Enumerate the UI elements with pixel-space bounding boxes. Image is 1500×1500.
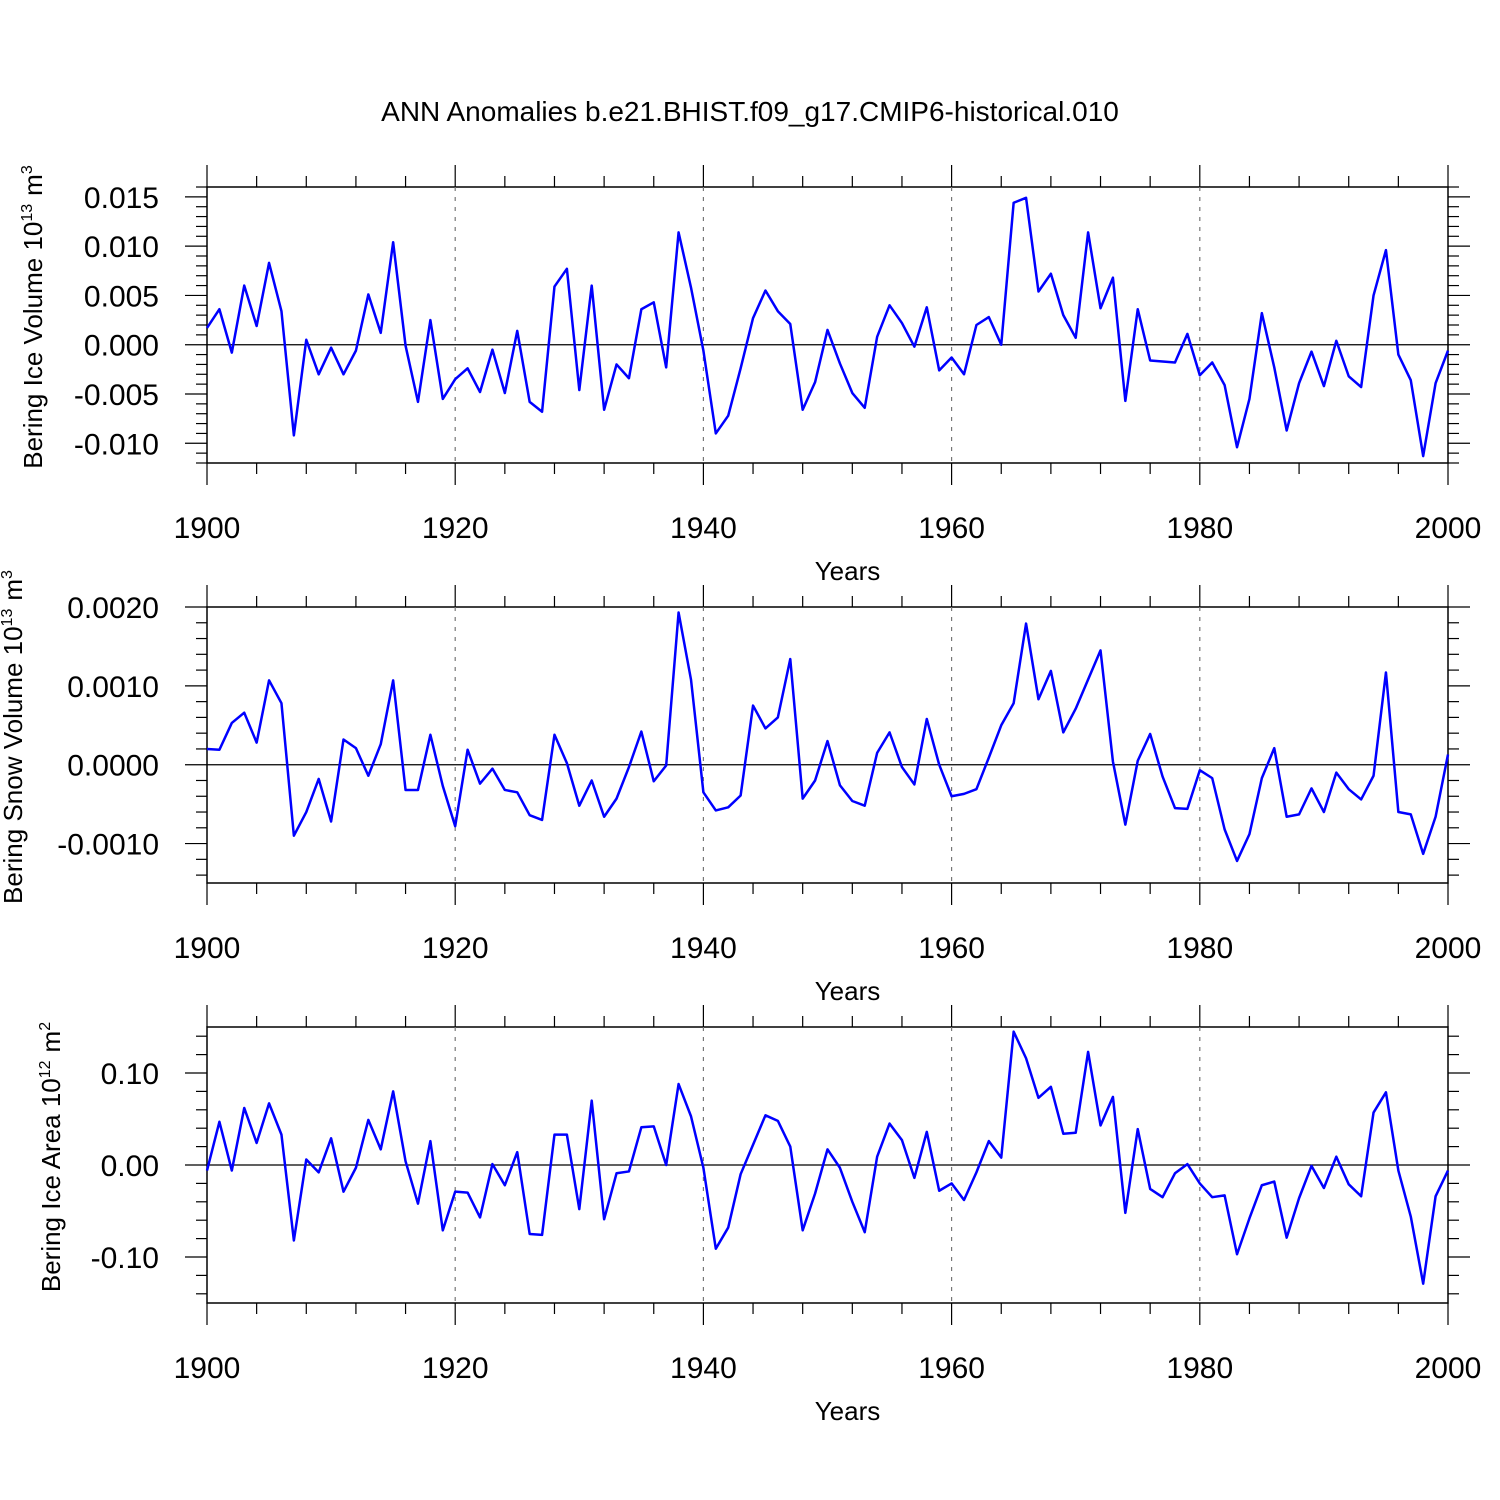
x-tick-label: 1960 bbox=[918, 1352, 985, 1385]
y-tick-label: 0.005 bbox=[84, 280, 159, 313]
y-tick-label: 0.10 bbox=[101, 1058, 159, 1091]
panel-1: -0.010 -0.005 0.000 0.005 0.010 0.015 1900 1920… bbox=[18, 165, 1481, 586]
x-tick-label: 1920 bbox=[422, 1352, 489, 1385]
y-tick-label: 0.000 bbox=[84, 330, 159, 363]
x-tick-label: 2000 bbox=[1415, 932, 1482, 965]
y-axis-title-part: 10 bbox=[0, 626, 28, 655]
x-tick-label: 1940 bbox=[670, 932, 737, 965]
y-tick-label: 0.0020 bbox=[67, 592, 159, 625]
x-axis-title: Years bbox=[815, 556, 881, 586]
x-tick-label: 2000 bbox=[1415, 1352, 1482, 1385]
y-axis-title: Bering Ice Volume 1013 m3 bbox=[18, 165, 48, 469]
y-tick-label: 0.010 bbox=[84, 231, 159, 264]
panel-2: -0.0010 0.0000 0.0010 0.0020 1900 1920 1940 196… bbox=[0, 570, 1481, 1006]
y-axis-title-part: 3 bbox=[0, 570, 16, 579]
y-tick-label: -0.10 bbox=[91, 1242, 159, 1275]
series-line bbox=[206, 611, 1450, 863]
y-axis-title-part: m bbox=[18, 174, 48, 196]
x-tick-label: 1900 bbox=[174, 932, 241, 965]
y-tick-label: 0.0010 bbox=[67, 671, 159, 704]
y-tick-label: -0.005 bbox=[74, 379, 159, 412]
x-axis-title: Years bbox=[815, 1396, 881, 1426]
series-line bbox=[205, 196, 1450, 458]
y-axis-title-part: Bering Snow Volume bbox=[0, 655, 28, 904]
series-line bbox=[205, 1030, 1450, 1285]
y-tick-label: -0.010 bbox=[74, 428, 159, 461]
y-axis-title: Bering Snow Volume 1013 m3 bbox=[0, 570, 28, 904]
y-axis-title-part: 2 bbox=[37, 1022, 54, 1031]
x-tick-label: 1900 bbox=[174, 512, 241, 545]
y-tick-label: -0.0010 bbox=[57, 829, 159, 862]
y-axis-title-part: 13 bbox=[0, 609, 16, 627]
y-axis-title: Bering Ice Area 1012 m2 bbox=[36, 1022, 66, 1292]
x-tick-label: 1960 bbox=[918, 932, 985, 965]
y-axis-title-part: 10 bbox=[36, 1078, 66, 1107]
x-tick-label: 1920 bbox=[422, 932, 489, 965]
x-tick-label: 1980 bbox=[1166, 512, 1233, 545]
y-axis-title-part: 13 bbox=[19, 204, 36, 222]
x-tick-label: 1940 bbox=[670, 1352, 737, 1385]
x-tick-label: 1900 bbox=[174, 1352, 241, 1385]
x-axis-title: Years bbox=[815, 976, 881, 1006]
y-axis-title-part: Bering Ice Volume bbox=[18, 251, 48, 469]
y-axis-title-part: Bering Ice Area bbox=[36, 1107, 66, 1292]
y-axis-title-part: 12 bbox=[37, 1060, 54, 1078]
plot-frame bbox=[206, 186, 1449, 464]
plot-frame bbox=[206, 606, 1449, 884]
y-axis-title-part: 10 bbox=[18, 222, 48, 251]
chart-title: ANN Anomalies b.e21.BHIST.f09_g17.CMIP6-… bbox=[381, 96, 1119, 127]
y-axis-title-part: 3 bbox=[19, 165, 36, 174]
x-tick-label: 1960 bbox=[918, 512, 985, 545]
x-tick-label: 1980 bbox=[1166, 1352, 1233, 1385]
x-tick-label: 2000 bbox=[1415, 512, 1482, 545]
y-tick-label: 0.00 bbox=[101, 1150, 159, 1183]
y-axis-title-part: m bbox=[36, 1031, 66, 1053]
panel-3: -0.10 0.00 0.10 1900 1920 1940 1960 1980 2000 Yea… bbox=[36, 1005, 1481, 1426]
y-tick-label: 0.015 bbox=[84, 182, 159, 215]
y-tick-label: 0.0000 bbox=[67, 750, 159, 783]
x-tick-label: 1980 bbox=[1166, 932, 1233, 965]
x-tick-label: 1920 bbox=[422, 512, 489, 545]
x-tick-label: 1940 bbox=[670, 512, 737, 545]
y-axis-title-part: m bbox=[0, 579, 28, 601]
